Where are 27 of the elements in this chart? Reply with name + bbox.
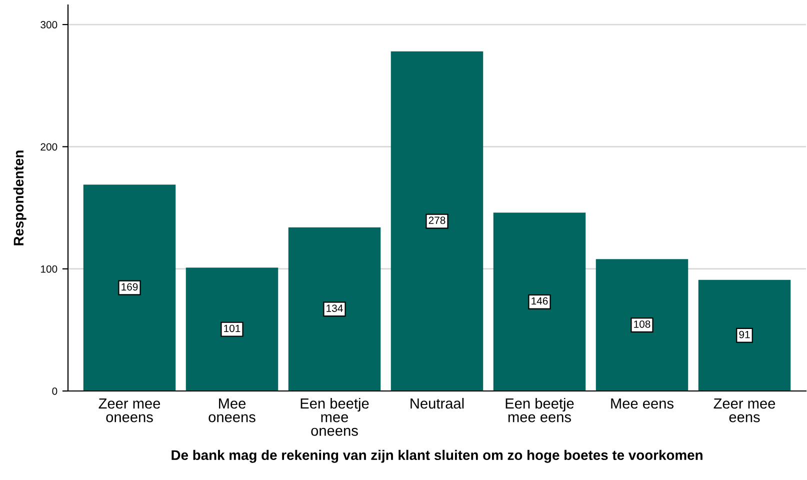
data-label: 91 bbox=[739, 330, 750, 338]
bar bbox=[596, 259, 688, 391]
data-label: 278 bbox=[428, 216, 446, 224]
bar bbox=[493, 212, 586, 391]
x-tick-label: Neutraal bbox=[410, 398, 464, 409]
data-label: 146 bbox=[532, 297, 548, 305]
y-tick-label: 200 bbox=[40, 143, 58, 151]
y-tick-label: 300 bbox=[40, 21, 58, 28]
data-label: 169 bbox=[122, 283, 138, 291]
x-axis-title: De bank mag de rekening van zijn klant sluiten om zo hoge boetes te voorkomen bbox=[172, 450, 702, 463]
x-tick-label: Mee oneens bbox=[208, 398, 256, 422]
data-label: 101 bbox=[224, 324, 240, 332]
x-tick-label: Zeer mee oneens bbox=[98, 398, 160, 422]
y-axis-title: Respondenten bbox=[13, 150, 26, 246]
bar bbox=[186, 268, 278, 391]
bar bbox=[390, 51, 484, 391]
x-tick-label: Een beetje mee oneens bbox=[300, 398, 369, 436]
x-tick-label: Een beetje mee eens bbox=[506, 398, 574, 422]
bar bbox=[698, 280, 791, 391]
data-label: 134 bbox=[326, 304, 343, 312]
y-tick-label: 100 bbox=[41, 265, 58, 273]
data-label: 108 bbox=[634, 320, 650, 328]
y-tick-label: 0 bbox=[52, 388, 58, 395]
x-tick-label: Mee eens bbox=[611, 398, 674, 409]
bar bbox=[83, 184, 176, 391]
x-tick-label: Zeer mee eens bbox=[714, 398, 776, 422]
bar bbox=[288, 227, 381, 391]
